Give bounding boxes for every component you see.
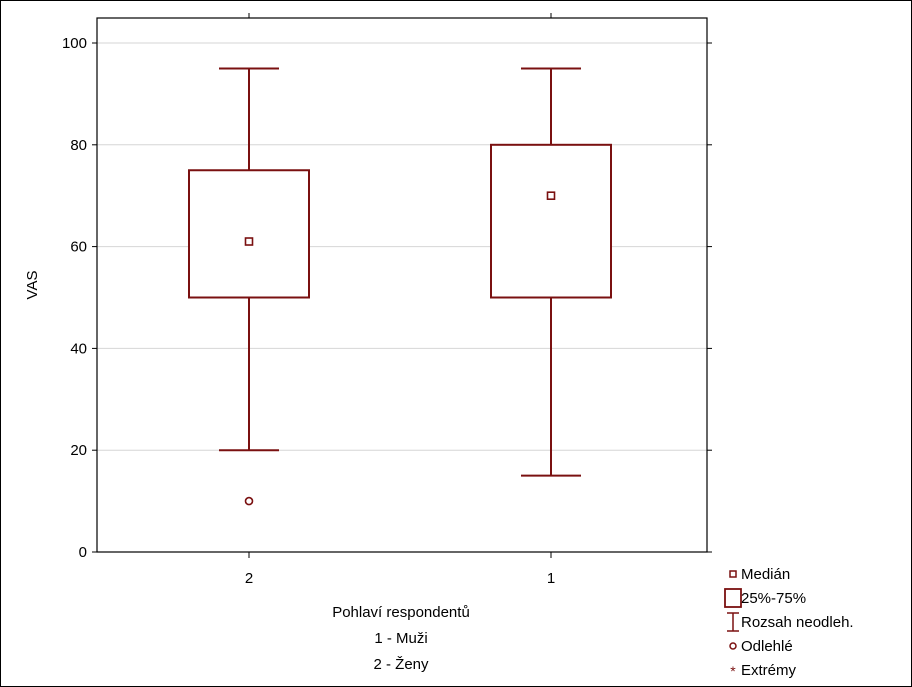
- y-tick-label: 20: [70, 442, 87, 459]
- legend-label: Odlehlé: [741, 638, 793, 655]
- legend: Medián 25%-75% Rozsah neodleh. Odlehlé * Extr…: [724, 566, 854, 679]
- x-tick-label: 2: [245, 570, 253, 587]
- legend-label: Extrémy: [741, 662, 797, 679]
- boxes: [188, 67, 612, 506]
- y-axis-title: VAS: [24, 271, 41, 300]
- legend-box-icon: [724, 588, 742, 608]
- legend-median-icon: [729, 570, 737, 578]
- y-tick-label: 80: [70, 137, 87, 154]
- legend-item-median-square: Medián: [729, 566, 790, 583]
- box-2: [188, 67, 310, 506]
- legend-label: 25%-75%: [741, 590, 806, 607]
- legend-label: Rozsah neodleh.: [741, 614, 854, 631]
- legend-item-box: 25%-75%: [724, 588, 806, 608]
- legend-whisker-icon: [727, 612, 739, 632]
- x-axis-title-line-1: Pohlaví respondentů: [332, 604, 470, 621]
- y-tick-label: 100: [62, 35, 87, 52]
- iqr-box: [188, 169, 310, 299]
- iqr-box: [490, 143, 612, 299]
- box-1: [490, 67, 612, 477]
- x-tick-label: 1: [547, 570, 555, 587]
- plot-area: [96, 17, 708, 553]
- median-marker: [546, 191, 556, 200]
- y-tick-label: 40: [70, 340, 87, 357]
- legend-item-star: * Extrémy: [730, 662, 796, 679]
- y-tick-label: 0: [79, 544, 87, 561]
- legend-item-whisker: Rozsah neodleh.: [727, 612, 854, 632]
- median-marker: [244, 237, 254, 246]
- y-axis: 0 20 40 60 80 100: [62, 35, 712, 561]
- x-axis-title-line-2: 1 - Muži: [374, 630, 427, 647]
- legend-item-circle: Odlehlé: [729, 638, 793, 655]
- x-axis-title-line-3: 2 - Ženy: [373, 656, 429, 673]
- legend-label: Medián: [741, 566, 790, 583]
- legend-outlier-icon: [729, 642, 737, 650]
- legend-extreme-icon: *: [730, 663, 736, 679]
- outlier-point: [244, 496, 254, 506]
- y-tick-label: 60: [70, 239, 87, 256]
